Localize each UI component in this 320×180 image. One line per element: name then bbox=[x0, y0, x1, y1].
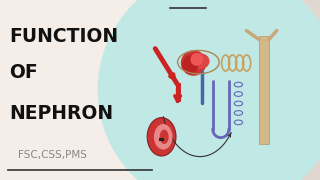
Text: FSC,CSS,PMS: FSC,CSS,PMS bbox=[18, 150, 86, 160]
Ellipse shape bbox=[181, 50, 206, 76]
Ellipse shape bbox=[160, 130, 169, 144]
Text: FUNCTION: FUNCTION bbox=[10, 26, 119, 46]
Text: OF: OF bbox=[10, 62, 38, 82]
Ellipse shape bbox=[182, 55, 198, 74]
Bar bbox=[259, 36, 269, 144]
Ellipse shape bbox=[147, 118, 176, 156]
Ellipse shape bbox=[190, 53, 203, 66]
Bar bbox=[159, 138, 164, 141]
Ellipse shape bbox=[154, 124, 172, 150]
Ellipse shape bbox=[98, 0, 320, 180]
Text: NEPHRON: NEPHRON bbox=[10, 104, 114, 123]
Ellipse shape bbox=[190, 53, 210, 69]
Bar bbox=[299, 0, 320, 180]
